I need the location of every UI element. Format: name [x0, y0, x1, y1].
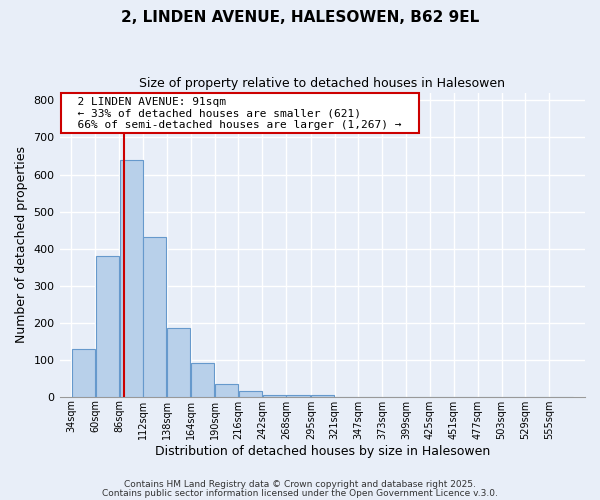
- Bar: [215, 384, 238, 396]
- Bar: [263, 395, 286, 396]
- Text: 2, LINDEN AVENUE, HALESOWEN, B62 9EL: 2, LINDEN AVENUE, HALESOWEN, B62 9EL: [121, 10, 479, 25]
- Y-axis label: Number of detached properties: Number of detached properties: [15, 146, 28, 344]
- Bar: [119, 160, 143, 396]
- Title: Size of property relative to detached houses in Halesowen: Size of property relative to detached ho…: [139, 78, 505, 90]
- X-axis label: Distribution of detached houses by size in Halesowen: Distribution of detached houses by size …: [155, 444, 490, 458]
- Bar: [167, 328, 190, 396]
- Bar: [191, 364, 214, 396]
- Bar: [311, 395, 334, 396]
- Bar: [72, 348, 95, 397]
- Bar: [95, 256, 119, 396]
- Bar: [143, 238, 166, 396]
- Bar: [239, 391, 262, 396]
- Text: Contains HM Land Registry data © Crown copyright and database right 2025.: Contains HM Land Registry data © Crown c…: [124, 480, 476, 489]
- Text: 2 LINDEN AVENUE: 91sqm
  ← 33% of detached houses are smaller (621)
  66% of sem: 2 LINDEN AVENUE: 91sqm ← 33% of detached…: [64, 97, 415, 130]
- Bar: [286, 395, 310, 396]
- Text: Contains public sector information licensed under the Open Government Licence v.: Contains public sector information licen…: [102, 489, 498, 498]
